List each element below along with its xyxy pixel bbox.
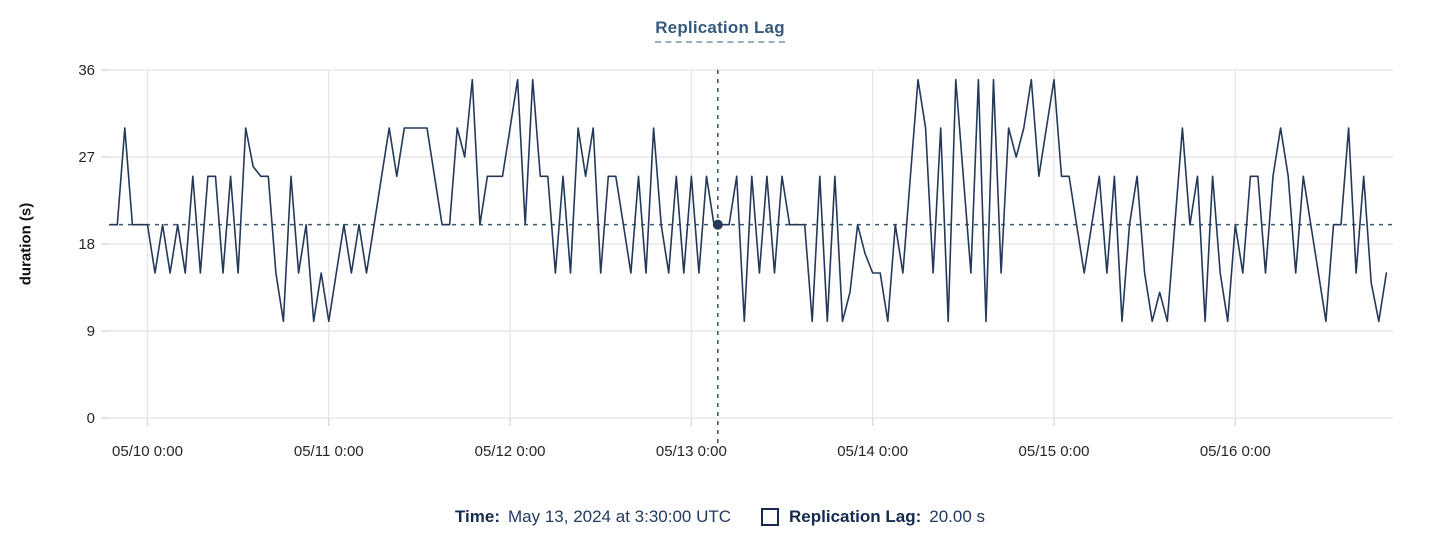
y-tick-label: 36	[78, 62, 95, 79]
x-tick-label: 05/13 0:00	[656, 443, 727, 460]
chart-title[interactable]: Replication Lag	[655, 18, 785, 43]
x-tick-label: 05/16 0:00	[1200, 443, 1271, 460]
y-tick-label: 9	[87, 323, 95, 340]
tooltip-legend-bar: Time: May 13, 2024 at 3:30:00 UTC Replic…	[0, 507, 1440, 527]
x-tick-label: 05/10 0:00	[112, 443, 183, 460]
series-swatch-square-outline-icon[interactable]	[761, 508, 780, 526]
x-tick-label: 05/11 0:00	[294, 443, 364, 460]
legend-item-replication-lag[interactable]: Replication Lag: 20.00 s	[761, 507, 985, 527]
series-line-replication-lag[interactable]	[108, 78, 1388, 323]
x-tick-label: 05/12 0:00	[475, 443, 546, 460]
tooltip-time-group: Time: May 13, 2024 at 3:30:00 UTC	[455, 507, 731, 527]
series-name-label: Replication Lag:	[789, 507, 922, 526]
chart-title-row: Replication Lag	[0, 18, 1440, 43]
y-axis-label: duration (s)	[17, 202, 35, 286]
series-value: 20.00 s	[929, 507, 986, 526]
y-tick-label: 18	[78, 236, 95, 253]
tooltip-time-label: Time:	[454, 507, 500, 526]
hover-point-dot[interactable]	[712, 219, 723, 230]
line-chart-plot-area[interactable]: 0 9 18 27 36 05/10 0:00 05/11 0:00 05/12 0:00 05…	[0, 0, 1440, 475]
y-tick-label: 27	[78, 149, 95, 166]
x-tick-label: 05/15 0:00	[1019, 443, 1090, 460]
tooltip-time-value: May 13, 2024 at 3:30:00 UTC	[508, 507, 732, 526]
y-tick-label: 0	[87, 410, 95, 427]
x-tick-label: 05/14 0:00	[837, 443, 908, 460]
